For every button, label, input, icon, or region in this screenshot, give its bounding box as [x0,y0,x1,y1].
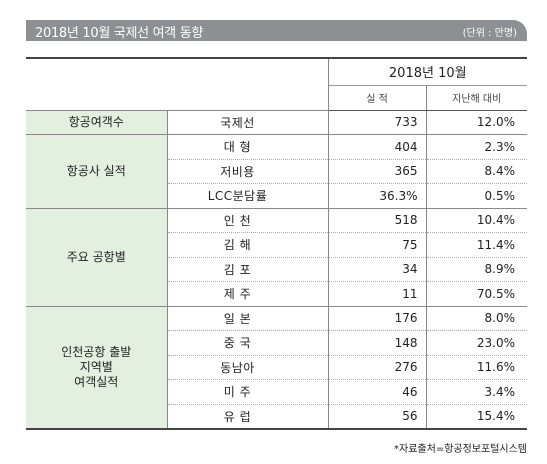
row-value: 46 [327,379,426,404]
row-value: 518 [327,207,426,233]
row-yoy: 12.0% [425,109,527,135]
row-yoy: 2.3% [425,134,527,159]
row-yoy: 10.4% [425,207,527,233]
row-name: 동남아 [167,354,328,380]
row-name: 인 천 [167,207,328,233]
row-yoy: 3.4% [425,379,527,404]
row-yoy: 0.5% [425,183,527,208]
table-body: 2018년 10월 실 적 지난해 대비 항공여객수 국제선 733 12.0% 항공사… [26,57,527,430]
row-value: 365 [327,158,426,184]
row-yoy: 11.6% [425,354,527,380]
group-label: 항공사 실적 [26,134,168,208]
row-value: 404 [327,134,426,159]
unit-label: (단위 : 만명) [462,28,517,39]
row-value: 176 [327,305,426,331]
row-yoy: 23.0% [425,330,527,355]
table-row: 항공사 실적 대 형 404 2.3% [26,134,527,208]
table-row: 인천공항 출발 지역별 여객실적 일 본 176 8.0% [26,305,527,430]
row-name: 대 형 [167,134,328,159]
header-row-columns: 실 적 지난해 대비 [26,85,527,111]
row-value: 36.3% [327,183,426,208]
row-value: 11 [327,281,426,306]
header-blank [26,57,329,110]
table-row: 김 포 34 8.9% [26,256,527,282]
group-label: 항공여객수 [26,109,168,135]
table-row: LCC분담률 36.3% 0.5% [26,183,527,208]
table-row: 유 럽 56 15.4% [26,403,527,430]
header-period: 2018년 10월 [328,57,527,86]
table-row: 저비용 365 8.4% [26,158,527,184]
row-value: 34 [327,256,426,282]
row-value: 75 [327,232,426,257]
row-yoy: 8.9% [425,256,527,282]
header-row-period: 2018년 10월 [26,57,527,110]
group-label: 주요 공항별 [26,207,168,306]
source-note: *자료출처=항공정보포털시스템 [394,444,527,455]
row-name: 국제선 [167,109,328,135]
row-yoy: 8.4% [425,158,527,184]
row-value: 148 [327,330,426,355]
table-row: 중 국 148 23.0% [26,330,527,355]
table-row: 동남아 276 11.6% [26,354,527,380]
table-title: 2018년 10월 국제선 여객 동향 [35,26,204,41]
row-name: 미 주 [167,379,328,404]
row-name: 중 국 [167,330,328,355]
row-name: 저비용 [167,158,328,184]
header-actual: 실 적 [328,85,426,111]
row-yoy: 70.5% [425,281,527,306]
row-name: 일 본 [167,305,328,331]
row-name: 유 럽 [167,403,328,430]
row-yoy: 11.4% [425,232,527,257]
row-value: 276 [327,354,426,380]
title-bar: 2018년 10월 국제선 여객 동향 (단위 : 만명) [26,20,527,41]
table-row: 항공여객수 국제선 733 12.0% [26,109,527,135]
row-value: 56 [327,403,426,430]
row-yoy: 15.4% [425,403,527,430]
table-row: 김 해 75 11.4% [26,232,527,257]
group-label: 인천공항 출발 지역별 여객실적 [26,305,168,430]
row-name: LCC분담률 [167,183,328,208]
row-value: 733 [327,109,426,135]
row-name: 김 포 [167,256,328,282]
row-name: 제 주 [167,281,328,306]
header-yoy: 지난해 대비 [425,85,527,111]
row-yoy: 8.0% [425,305,527,331]
row-name: 김 해 [167,232,328,257]
passenger-table: 2018년 10월 실 적 지난해 대비 항공여객수 국제선 733 12.0% 항공사… [26,57,527,430]
table-row: 제 주 11 70.5% [26,281,527,306]
table-row: 주요 공항별 인 천 518 10.4% [26,207,527,306]
table-row: 미 주 46 3.4% [26,379,527,404]
